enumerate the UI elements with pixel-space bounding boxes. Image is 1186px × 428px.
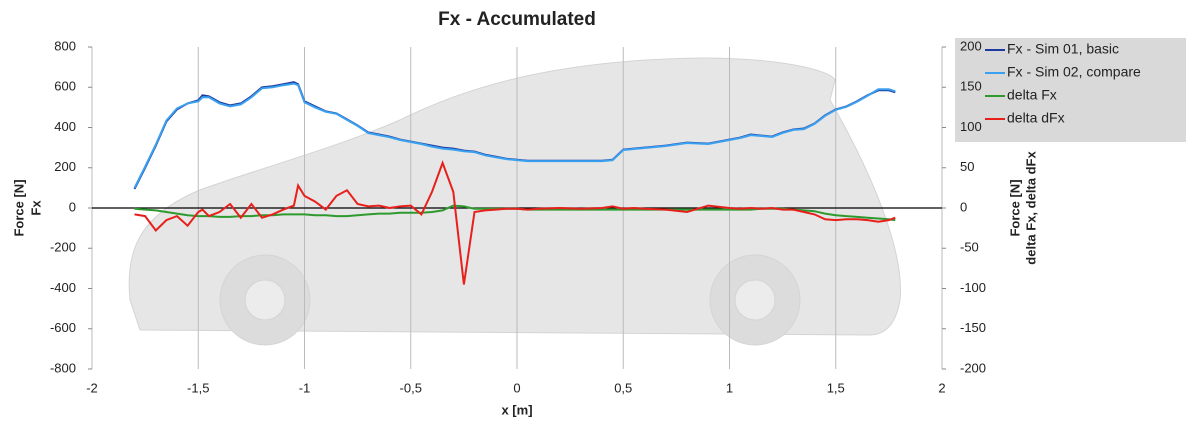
y-tick-label: 200 (54, 159, 76, 174)
y-tick-label: -200 (50, 240, 76, 255)
legend-label: Fx - Sim 01, basic (1007, 41, 1119, 57)
y2-tick-label: -50 (960, 240, 979, 255)
x-tick-label: 1,5 (827, 380, 845, 395)
car-background (128, 57, 901, 346)
legend-box (955, 38, 1186, 142)
legend-label: delta dFx (1007, 110, 1065, 126)
x-tick-label: -1 (299, 380, 311, 395)
x-tick-label: -2 (86, 380, 98, 395)
y-tick-label: -800 (50, 360, 76, 375)
y2-tick-label: -100 (960, 280, 986, 295)
x-tick-label: 2 (938, 380, 945, 395)
y2-tick-label: -150 (960, 320, 986, 335)
y-tick-label: 600 (54, 79, 76, 94)
y2-axis-label: delta Fx, delta dFx (1023, 151, 1038, 265)
series-line (133, 82, 896, 189)
x-axis-label: x [m] (501, 402, 532, 417)
y2-tick-label: 50 (960, 159, 974, 174)
x-tick-label: -1,5 (187, 380, 209, 395)
y2-tick-label: 200 (960, 38, 982, 53)
x-tick-label: -0,5 (400, 380, 422, 395)
x-tick-label: 0,5 (614, 380, 632, 395)
y-tick-label: 800 (54, 38, 76, 53)
y2-tick-label: 100 (960, 119, 982, 134)
x-tick-label: 0 (513, 380, 520, 395)
legend-label: delta Fx (1007, 87, 1057, 103)
y2-tick-label: -200 (960, 360, 986, 375)
y-tick-label: 400 (54, 119, 76, 134)
y2-axis-label: Force [N] (1007, 179, 1022, 236)
y-axis-label: Force [N] (11, 179, 26, 236)
chart-title: Fx - Accumulated (438, 9, 596, 30)
y-axis-label: Fx (28, 200, 43, 216)
legend-label: Fx - Sim 02, compare (1007, 64, 1141, 80)
x-tick-label: 1 (726, 380, 733, 395)
y-tick-label: -400 (50, 280, 76, 295)
y-tick-label: -600 (50, 320, 76, 335)
series-line (134, 159, 896, 285)
y-tick-label: 0 (69, 199, 76, 214)
y2-tick-label: 0 (960, 199, 967, 214)
y2-tick-label: 150 (960, 79, 982, 94)
